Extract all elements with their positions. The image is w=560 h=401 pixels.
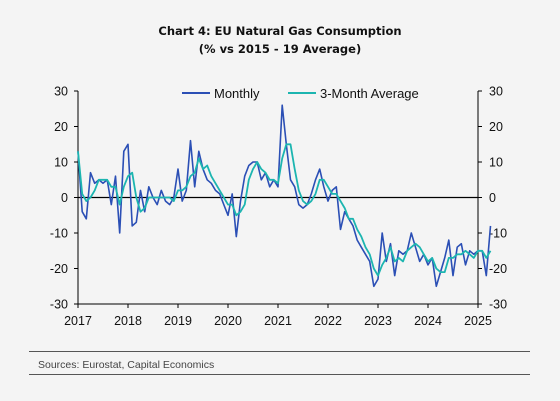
x-tick-label: 2025: [464, 314, 492, 328]
y-tick-label-right: -10: [489, 227, 507, 241]
y-tick-label-left: 10: [54, 156, 68, 170]
series-line-0: [77, 104, 492, 288]
x-tick-label: 2024: [414, 314, 442, 328]
y-tick-label-left: -10: [50, 227, 68, 241]
x-tick-label: 2021: [264, 314, 292, 328]
legend-label-1: 3-Month Average: [320, 86, 419, 101]
y-tick-label-left: 0: [61, 191, 68, 205]
axes: [77, 91, 479, 305]
legend-label-0: Monthly: [214, 86, 260, 101]
x-tick-label: 2020: [214, 314, 242, 328]
y-tick-label-right: -30: [489, 298, 507, 312]
footer-divider-top: [29, 351, 530, 352]
y-tick-label-right: 30: [489, 85, 503, 99]
x-tick-label: 2018: [114, 314, 142, 328]
footer-divider-bottom: [29, 374, 530, 375]
x-tick-label: 2023: [364, 314, 392, 328]
chart-subtitle: (% vs 2015 - 19 Average): [198, 42, 362, 56]
y-tick-label-right: -20: [489, 262, 507, 276]
x-tick-label: 2017: [64, 314, 92, 328]
x-tick-label: 2022: [314, 314, 342, 328]
legend: Monthly 3-Month Average: [182, 86, 419, 101]
chart-title: Chart 4: EU Natural Gas Consumption: [158, 24, 402, 38]
y-tick-label-left: 20: [54, 120, 68, 134]
y-tick-label-left: -20: [50, 262, 68, 276]
y-tick-label-right: 10: [489, 156, 503, 170]
y-tick-label-right: 0: [489, 191, 496, 205]
series-lines: [77, 104, 492, 288]
y-tick-label-left: 30: [54, 85, 68, 99]
series-line-1: [77, 143, 492, 277]
x-tick-label: 2019: [164, 314, 192, 328]
y-tick-label-left: -30: [50, 298, 68, 312]
source-note: Sources: Eurostat, Capital Economics: [38, 359, 215, 371]
y-tick-label-right: 20: [489, 120, 503, 134]
